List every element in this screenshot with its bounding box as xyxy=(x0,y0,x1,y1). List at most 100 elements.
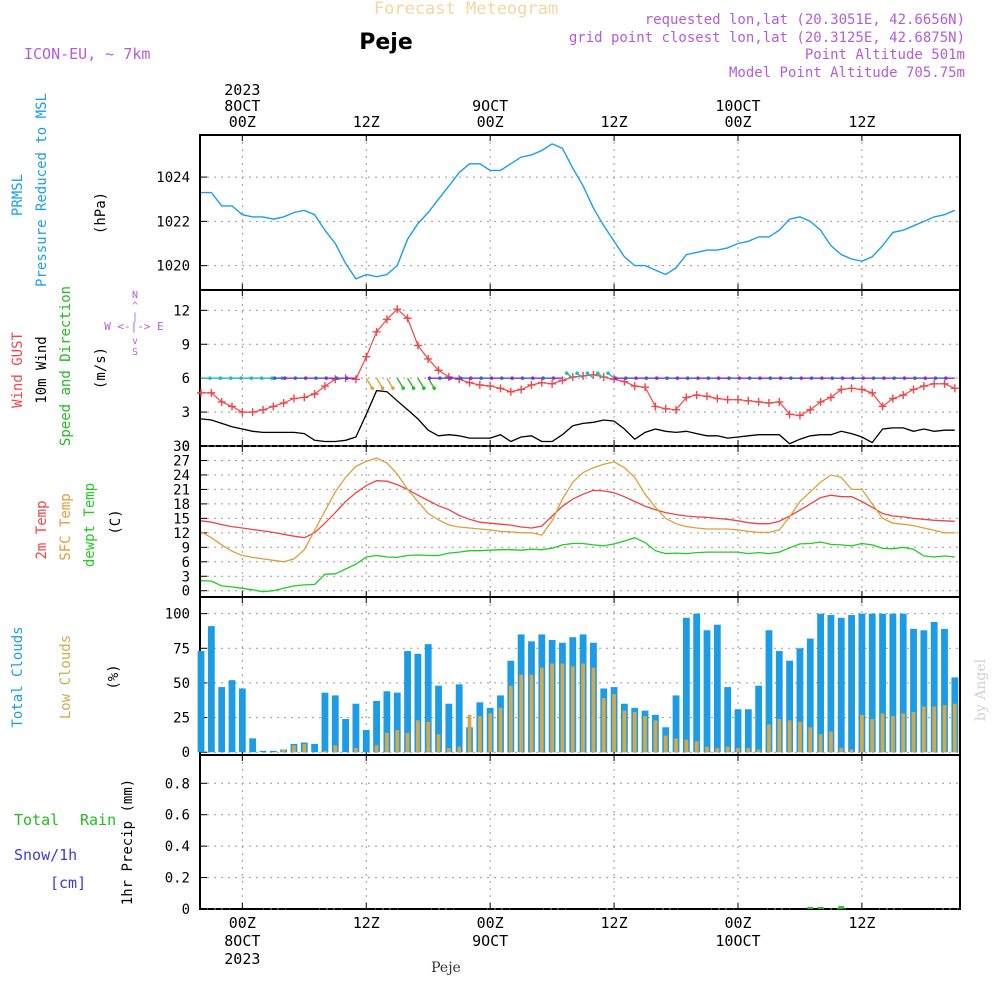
low-cloud-bar xyxy=(385,732,389,753)
gust-marker xyxy=(930,379,939,388)
gust-marker xyxy=(228,402,237,411)
low-cloud-bar xyxy=(302,743,307,753)
gust-marker xyxy=(878,402,887,411)
wind-direction-arrowhead xyxy=(768,376,773,380)
temp-2m-line xyxy=(200,480,955,539)
y-tick-label: 0 xyxy=(182,584,190,600)
time-axis-label: 00Z xyxy=(477,113,504,131)
gust-marker xyxy=(320,382,329,391)
low-cloud-bar xyxy=(477,716,482,753)
wind-direction-arrowhead xyxy=(871,376,876,380)
y-tick-label: 50 xyxy=(173,676,190,692)
time-axis-label: 2023 xyxy=(224,950,260,968)
wind-direction-arrowhead xyxy=(665,376,669,380)
wind-direction-arrowhead xyxy=(293,376,298,380)
wind-direction-arrowhead xyxy=(747,376,752,380)
label-snow: Snow/1h xyxy=(14,846,77,864)
gust-marker xyxy=(310,390,319,398)
wind-direction-arrowhead xyxy=(370,386,375,390)
wind-direction-arrowhead xyxy=(218,376,223,380)
gust-marker xyxy=(806,405,815,414)
total-cloud-bar xyxy=(858,613,866,753)
label-low-clouds: Low Clouds xyxy=(58,635,74,719)
total-cloud-bar xyxy=(682,617,690,753)
y-tick-label: 12 xyxy=(173,526,190,542)
wind-direction-arrowhead xyxy=(892,376,897,380)
wind-direction-arrowhead xyxy=(541,376,545,380)
low-cloud-bar xyxy=(467,714,472,753)
wind-direction-arrowhead xyxy=(944,376,948,380)
gust-marker xyxy=(238,408,247,417)
low-cloud-bar xyxy=(374,745,379,753)
wind-direction-arrowhead xyxy=(489,376,494,380)
wind-direction-arrowhead xyxy=(324,376,329,380)
low-cloud-bar xyxy=(674,738,678,753)
low-cloud-bar xyxy=(395,730,400,753)
panel-frame xyxy=(199,289,961,447)
total-cloud-bar xyxy=(435,685,442,753)
y-tick-label: 9 xyxy=(182,540,190,556)
wind-direction-arrowhead xyxy=(458,376,463,380)
wind-direction-arrowhead xyxy=(270,376,274,380)
wind-direction-arrowhead xyxy=(851,376,855,380)
total-cloud-bar xyxy=(404,651,411,753)
time-axis-label: 10OCT xyxy=(715,97,760,115)
gust-marker xyxy=(837,385,846,394)
wind-direction-arrowhead xyxy=(479,376,483,380)
wind-direction-arrowhead xyxy=(585,371,590,375)
gust-marker xyxy=(197,388,206,397)
gust-marker xyxy=(217,397,226,406)
gust-marker xyxy=(744,396,753,405)
compass-we: W <-|-> E xyxy=(104,320,164,333)
gust-marker xyxy=(888,394,897,403)
label-wind-gust: Wind GUST xyxy=(10,332,26,408)
low-cloud-bar xyxy=(663,735,668,753)
gust-marker xyxy=(362,352,371,361)
total-cloud-bar xyxy=(197,651,205,753)
total-cloud-bar xyxy=(889,613,897,753)
wind-direction-arrowhead xyxy=(345,376,349,380)
wind-direction-arrowhead xyxy=(228,376,233,380)
wind-direction-arrowhead xyxy=(696,376,700,380)
time-axis-label: 00Z xyxy=(229,113,256,131)
gust-marker xyxy=(279,399,288,408)
wind-direction-arrowhead xyxy=(799,376,804,380)
low-cloud-bar xyxy=(591,667,596,753)
total-cloud-bar xyxy=(941,628,948,753)
gust-marker xyxy=(475,380,484,389)
wind-direction-arrowhead xyxy=(401,386,406,390)
wind-direction-arrowhead xyxy=(923,376,927,380)
gust-marker xyxy=(558,376,567,385)
wind-direction-arrow xyxy=(365,377,373,389)
y-tick-label: 25 xyxy=(173,711,190,727)
wind-direction-arrowhead xyxy=(606,371,610,375)
gust-marker xyxy=(733,395,742,404)
rain-bar xyxy=(817,907,824,909)
total-cloud-bar xyxy=(269,750,277,753)
wind-direction-arrowhead xyxy=(809,376,814,380)
total-cloud-bar xyxy=(373,700,380,753)
total-cloud-bar xyxy=(930,621,938,753)
y-tick-label: 21 xyxy=(173,482,190,498)
total-cloud-bar xyxy=(734,709,742,753)
low-cloud-bar xyxy=(292,745,296,753)
gust-marker xyxy=(372,327,381,336)
gust-marker xyxy=(258,405,267,414)
y-tick-label: 3 xyxy=(182,569,190,585)
low-cloud-bar xyxy=(498,707,503,753)
wind-direction-arrowhead xyxy=(438,376,442,380)
total-cloud-bar xyxy=(693,613,701,753)
label-sfc-temp: SFC Temp xyxy=(58,493,74,560)
low-cloud-bar xyxy=(560,663,565,753)
total-cloud-bar xyxy=(342,718,350,753)
low-cloud-bar xyxy=(808,727,813,753)
label-pressure-msl: Pressure Reduced to MSL xyxy=(34,93,50,287)
time-axis-label: 9OCT xyxy=(472,97,508,115)
total-cloud-bar xyxy=(775,651,783,753)
compass-rose: N ^ | W <-|-> E v S xyxy=(104,290,164,358)
panel-frame xyxy=(199,134,961,291)
gust-marker xyxy=(826,393,835,402)
wind-direction-arrowhead xyxy=(391,386,395,390)
total-cloud-bar xyxy=(806,638,814,753)
